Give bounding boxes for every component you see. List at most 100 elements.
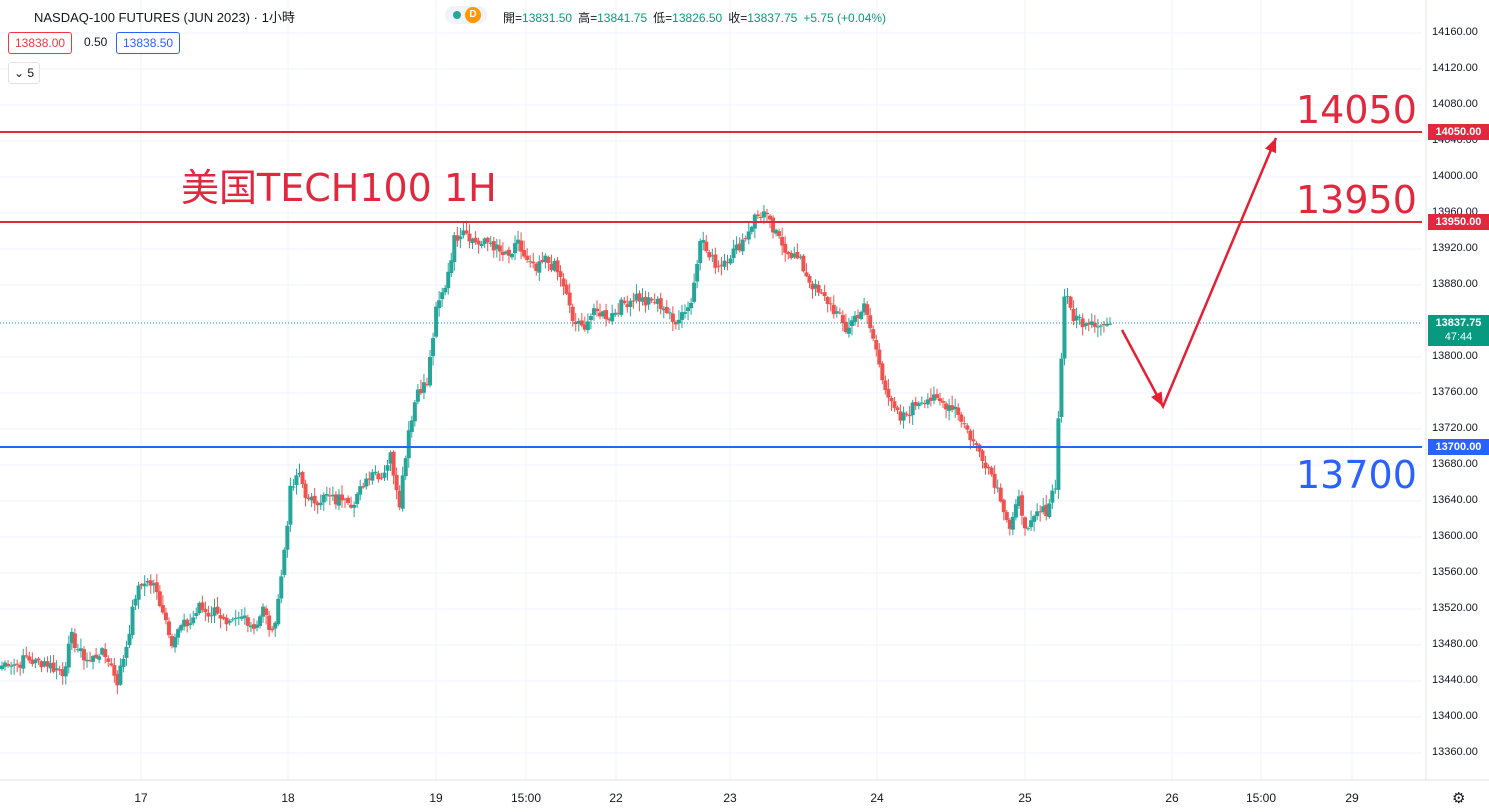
- candle: [494, 238, 499, 258]
- candle: [51, 654, 56, 674]
- candle-body: [746, 231, 751, 240]
- time-tick-label: 19: [429, 791, 443, 805]
- candle-body: [1041, 506, 1046, 513]
- candle-body: [519, 240, 524, 252]
- candle-body: [194, 613, 199, 616]
- candle: [1023, 516, 1028, 536]
- candle: [449, 252, 454, 278]
- candle-body: [127, 633, 132, 646]
- candle-body: [552, 261, 557, 271]
- candle: [91, 655, 96, 670]
- candle-body: [36, 658, 41, 661]
- candle-body: [57, 669, 62, 671]
- candle: [1077, 314, 1082, 325]
- candle: [755, 210, 760, 219]
- candle: [561, 273, 566, 296]
- candle-body: [1053, 488, 1058, 490]
- time-tick-label: 29: [1345, 791, 1359, 805]
- candle-body: [394, 474, 399, 491]
- candle-body: [774, 229, 779, 234]
- candle-body: [227, 620, 232, 623]
- candle: [792, 246, 797, 260]
- candle: [282, 547, 287, 578]
- candle-body: [406, 430, 411, 459]
- candle: [349, 496, 354, 509]
- candle-body: [886, 388, 891, 398]
- candle-body: [661, 308, 666, 311]
- candle: [786, 250, 791, 260]
- candle: [1083, 322, 1088, 330]
- candle: [531, 252, 536, 269]
- candle: [907, 405, 912, 424]
- candle: [124, 640, 129, 666]
- candle-body: [358, 486, 363, 495]
- data-source-icon: D: [465, 7, 481, 23]
- candle: [109, 657, 114, 667]
- candle: [118, 658, 123, 686]
- candle: [810, 280, 815, 299]
- candle-body: [846, 327, 851, 334]
- candle: [406, 421, 411, 468]
- candle: [400, 466, 405, 512]
- candle: [312, 488, 317, 511]
- candle: [321, 492, 326, 511]
- candle: [339, 485, 344, 508]
- candle-body: [713, 254, 718, 268]
- candle: [288, 477, 293, 532]
- candle: [579, 312, 584, 328]
- candle: [446, 262, 451, 295]
- buy-price-button[interactable]: 13838.50: [116, 32, 181, 54]
- candle-body: [230, 619, 235, 621]
- settings-gear-icon[interactable]: ⚙: [1452, 790, 1466, 807]
- candle: [1074, 307, 1079, 329]
- indicators-toggle[interactable]: ⌄ 5: [8, 62, 40, 84]
- candle: [971, 429, 976, 448]
- candle: [737, 237, 742, 253]
- candle-body: [409, 420, 414, 432]
- candle: [361, 482, 366, 489]
- candle: [798, 254, 803, 260]
- candle: [367, 471, 372, 486]
- candle-body: [676, 319, 681, 324]
- candle: [728, 254, 733, 265]
- symbol-name[interactable]: NASDAQ-100 FUTURES (JUN 2023): [34, 10, 250, 25]
- candle: [774, 228, 779, 237]
- candle-body: [224, 617, 229, 625]
- sell-price-button[interactable]: 13838.00: [8, 32, 73, 54]
- candle: [151, 579, 156, 594]
- candle-body: [901, 412, 906, 421]
- level-annotation: 13700: [1296, 453, 1417, 497]
- candle-body: [245, 617, 250, 626]
- candle-body: [373, 471, 378, 474]
- candle-body: [549, 263, 554, 270]
- candle: [36, 657, 41, 665]
- interval-label[interactable]: 1小時: [261, 10, 295, 25]
- candle-body: [613, 312, 618, 315]
- candle-body: [859, 311, 864, 319]
- candle: [500, 242, 505, 262]
- candle: [922, 399, 927, 409]
- forecast-arrowhead: [1265, 138, 1277, 154]
- candle: [622, 297, 627, 305]
- candle-body: [488, 242, 493, 244]
- candle-body: [1056, 418, 1061, 490]
- candle: [886, 379, 891, 406]
- candle: [452, 231, 457, 271]
- candle: [315, 500, 320, 514]
- candle: [385, 459, 390, 481]
- candle-body: [755, 214, 760, 217]
- candle-body: [497, 245, 502, 252]
- candle: [1065, 288, 1070, 304]
- candle: [856, 309, 861, 328]
- candle: [1032, 514, 1037, 532]
- candle-body: [197, 602, 202, 614]
- candle-body: [1004, 512, 1009, 520]
- candle-body: [1016, 496, 1021, 506]
- candle: [364, 473, 369, 490]
- level-price-tag: 13700.00: [1428, 439, 1489, 455]
- candle-body: [15, 663, 20, 665]
- candle: [865, 300, 870, 325]
- candle: [758, 212, 763, 222]
- candle: [63, 661, 68, 685]
